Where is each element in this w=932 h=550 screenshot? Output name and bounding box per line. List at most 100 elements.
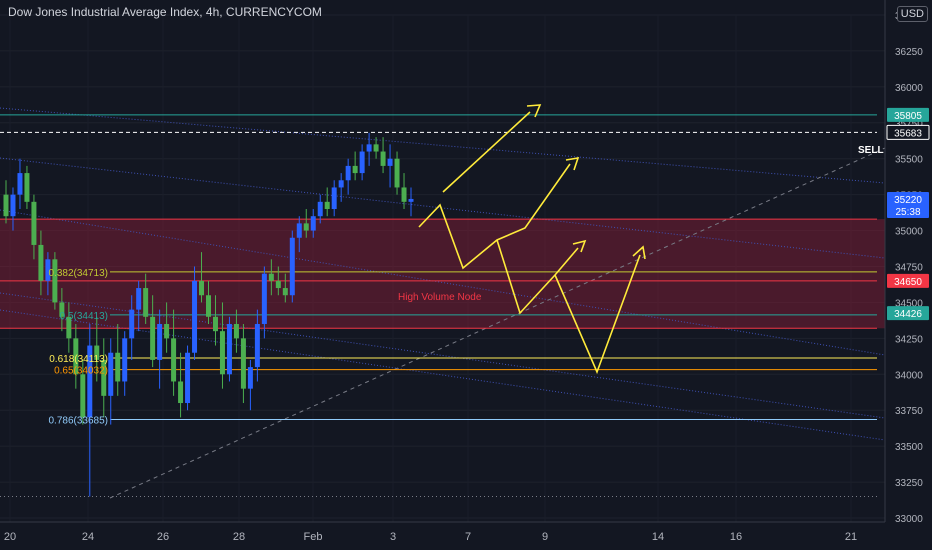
price-tick-label: 35750 bbox=[895, 119, 923, 130]
time-tick-label: 26 bbox=[157, 531, 169, 543]
candle-body bbox=[122, 338, 128, 382]
projection-path-1 bbox=[442, 111, 531, 193]
channel-line-5 bbox=[0, 309, 886, 441]
candle-body bbox=[38, 244, 44, 281]
candle-body bbox=[66, 316, 72, 339]
candle-body bbox=[226, 323, 232, 375]
fib-label: 0.5(34413) bbox=[60, 311, 108, 322]
zone-label: High Volume Node bbox=[398, 292, 482, 303]
time-tick-label: 21 bbox=[845, 531, 857, 543]
price-tick-label: 35000 bbox=[895, 227, 923, 238]
time-axis-background bbox=[0, 522, 885, 550]
candle-body bbox=[94, 345, 100, 360]
price-tick-label: 33000 bbox=[895, 514, 923, 525]
price-tick-label: 35500 bbox=[895, 155, 923, 166]
candle-body bbox=[31, 201, 37, 245]
candle-body bbox=[52, 259, 58, 303]
candle-body bbox=[345, 165, 351, 181]
grid bbox=[0, 14, 885, 522]
price-label-text: 34426 bbox=[894, 309, 922, 320]
price-tick-label: 34000 bbox=[895, 370, 923, 381]
price-tick-label: 33500 bbox=[895, 442, 923, 453]
price-tick-label: 34250 bbox=[895, 334, 923, 345]
candle-body bbox=[157, 323, 163, 360]
horizontal-levels bbox=[0, 114, 877, 497]
price-label-box bbox=[887, 191, 929, 218]
candle-body bbox=[303, 223, 309, 231]
price-label-text: 34650 bbox=[894, 277, 922, 288]
candle-body bbox=[401, 187, 407, 202]
candle-body bbox=[317, 201, 323, 217]
candle-body bbox=[212, 316, 218, 332]
candle-body bbox=[254, 323, 260, 368]
fib-label: 0.65(34032) bbox=[54, 366, 108, 377]
time-tick-label: 24 bbox=[82, 531, 94, 543]
candle-body bbox=[17, 173, 23, 195]
candle-body bbox=[87, 345, 93, 418]
candle-body bbox=[296, 223, 302, 238]
time-tick-label: 20 bbox=[4, 531, 16, 543]
price-label-text: 35220 bbox=[894, 195, 922, 206]
candles bbox=[3, 132, 414, 497]
candle-body bbox=[150, 316, 156, 360]
countdown-label: 25:38 bbox=[895, 207, 920, 218]
candle-body bbox=[192, 280, 198, 353]
candle-body bbox=[310, 216, 316, 231]
channel-line-4 bbox=[0, 292, 886, 419]
candle-body bbox=[45, 259, 51, 281]
price-label-text: 35805 bbox=[894, 111, 922, 122]
candle-body bbox=[171, 338, 177, 382]
projection-arrows bbox=[418, 104, 646, 375]
price-axis[interactable]: 33000 33250 33500 33750 34000 34250 34500 34750… bbox=[895, 11, 923, 525]
candle-body bbox=[164, 323, 170, 339]
arrowhead-4 bbox=[632, 245, 646, 260]
time-tick-label: 28 bbox=[233, 531, 245, 543]
arrowhead-3 bbox=[572, 239, 587, 253]
channel-line-3 bbox=[0, 209, 886, 356]
candle-body bbox=[282, 288, 288, 296]
candle-body bbox=[10, 194, 16, 217]
sell-label: SELL bbox=[858, 145, 884, 156]
time-tick-label: 9 bbox=[542, 531, 548, 543]
candle-body bbox=[185, 352, 191, 404]
candle-body bbox=[331, 187, 337, 210]
time-axis[interactable]: 20 24 26 28 Feb 3 7 9 14 16 21 bbox=[4, 531, 857, 543]
candle-body bbox=[115, 352, 121, 382]
price-label-text: 35683 bbox=[894, 128, 922, 139]
fib-label: 0.382(34713) bbox=[49, 268, 109, 279]
projection-path-2 bbox=[418, 163, 571, 270]
arrowhead-1 bbox=[526, 104, 542, 118]
candle-body bbox=[199, 280, 205, 296]
candle-body bbox=[80, 374, 86, 418]
candle-body bbox=[275, 280, 281, 289]
price-label-box bbox=[887, 107, 929, 122]
candle-body bbox=[101, 359, 107, 396]
candle-body bbox=[394, 158, 400, 188]
price-tick-label: 34500 bbox=[895, 298, 923, 309]
price-tick-label: 33250 bbox=[895, 478, 923, 489]
candle-body bbox=[240, 338, 246, 389]
candle-body bbox=[268, 273, 274, 281]
candle-body bbox=[136, 288, 142, 310]
candle-body bbox=[261, 273, 267, 324]
price-tick-label: 34750 bbox=[895, 263, 923, 274]
channel-line-1 bbox=[0, 107, 886, 184]
projection-path-3 bbox=[496, 239, 579, 315]
candle-body bbox=[359, 151, 365, 174]
candle-body bbox=[247, 367, 253, 389]
fib-labels: 0.382(34713) 0.5(34413) 0.618(34113)0.65(3… bbox=[49, 268, 109, 427]
price-label-box bbox=[886, 124, 930, 140]
candle-body bbox=[108, 352, 114, 396]
candle-body bbox=[324, 201, 330, 210]
currency-button[interactable]: USD bbox=[896, 6, 928, 22]
price-tick-label: 36250 bbox=[895, 47, 923, 58]
fib-label: 0.786(33685) bbox=[49, 416, 109, 427]
time-tick-label: 16 bbox=[730, 531, 742, 543]
candle-body bbox=[206, 295, 211, 317]
fib-label: 0.618(34113) bbox=[49, 354, 108, 365]
price-label-box bbox=[887, 306, 929, 321]
candle-body bbox=[408, 198, 414, 202]
time-tick-label: 14 bbox=[652, 531, 664, 543]
